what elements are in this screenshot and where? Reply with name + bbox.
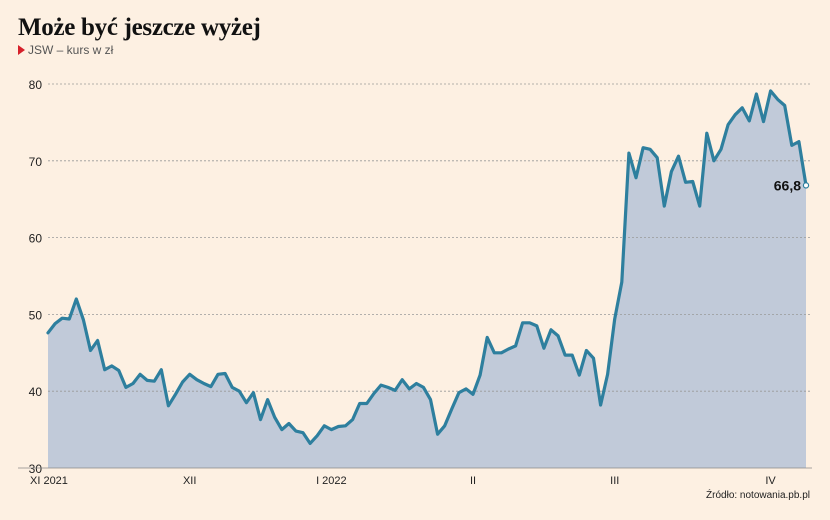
subtitle-text: JSW – kurs w zł [28,43,114,57]
x-tick-label-5: IV [765,475,776,487]
x-tick-label-2: I 2022 [316,475,347,487]
x-tick-label-1: XII [183,475,196,487]
x-tick-label-0: XI 2021 [30,475,68,487]
x-tick-label-4: III [610,475,619,487]
y-tick-label-60: 60 [29,232,43,246]
chart-title: Może być jeszcze wyżej [18,14,261,41]
y-tick-label-30: 30 [29,462,43,476]
y-tick-label-70: 70 [29,155,43,169]
x-tick-label-3: II [470,475,476,487]
last-value-label: 66,8 [774,177,801,193]
y-tick-label-40: 40 [29,385,43,399]
y-tick-label-80: 80 [29,78,43,92]
price-line [46,89,808,445]
last-point-marker [802,182,810,189]
price-area [48,90,806,469]
chart-subtitle: JSW – kurs w zł [18,43,113,57]
red-triangle-icon [18,45,25,55]
source-note: Źródło: notowania.pb.pl [706,490,810,501]
y-tick-label-50: 50 [29,308,43,322]
